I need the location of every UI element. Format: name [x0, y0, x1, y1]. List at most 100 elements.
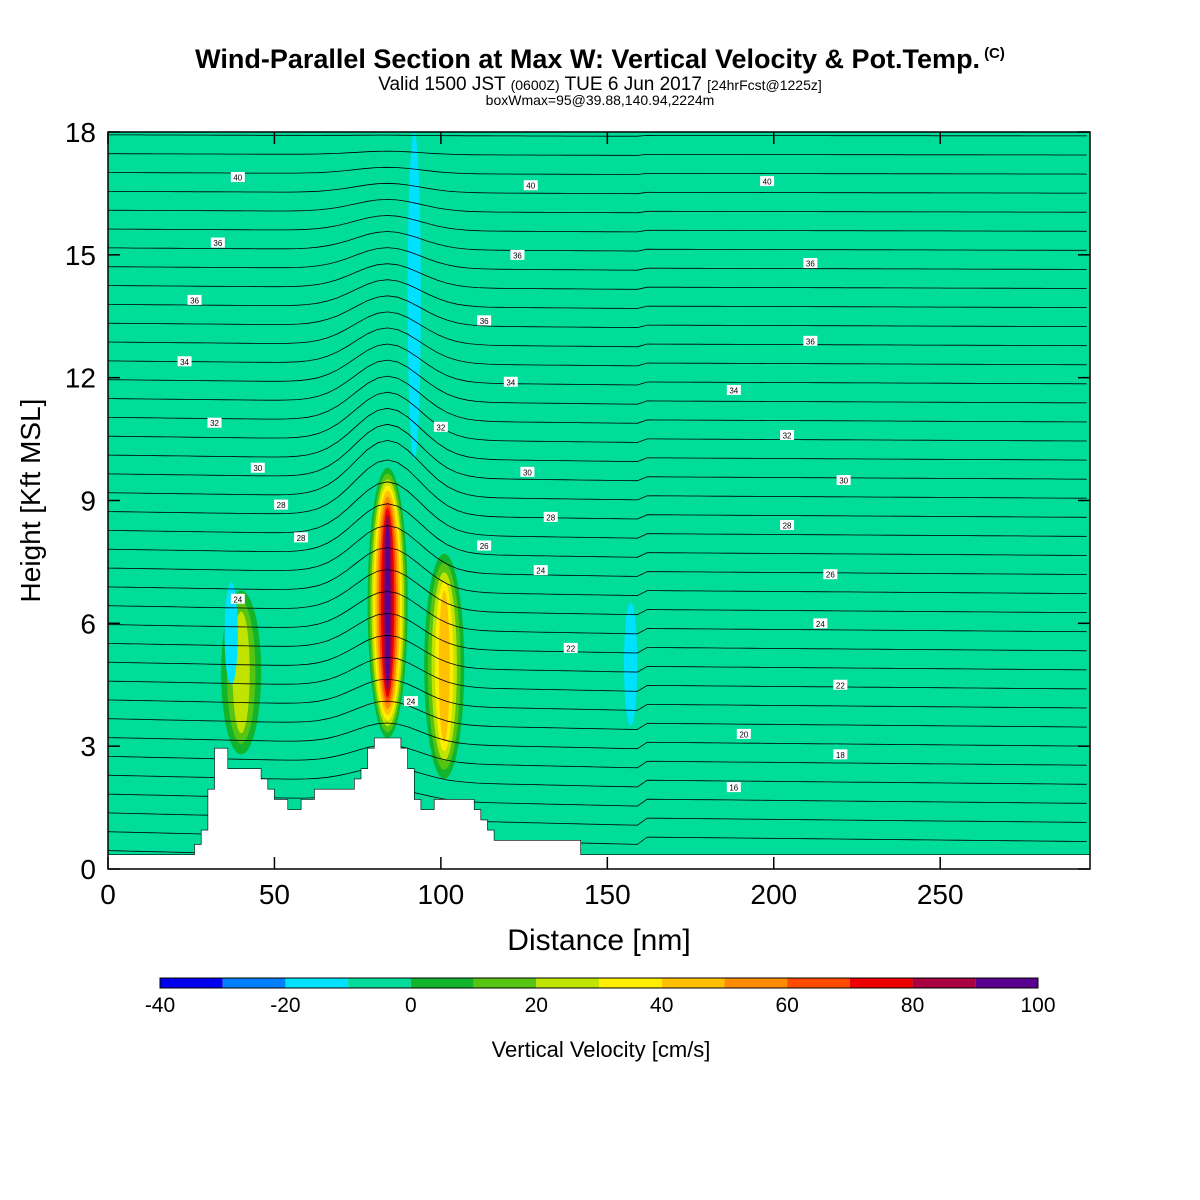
colorbar-tick-label: 0 [405, 994, 417, 1017]
isentrope-label-bg [477, 315, 492, 326]
downdraft-contour [623, 602, 638, 726]
isentrope-line [108, 182, 1087, 195]
isentrope-line [108, 359, 1087, 405]
colorbar-bin [661, 978, 725, 988]
isentrope-label: 36 [513, 251, 522, 260]
isentrope-line [108, 279, 1087, 309]
isentrope-label-bg [803, 335, 818, 346]
isentrope-label: 24 [536, 567, 545, 576]
colorbar: -40 -20 0 20 40 60 80 100 Vertical Velocity [cm/… [145, 977, 1056, 1062]
chart-subtitle: Valid 1500 JST (0600Z) TUE 6 Jun 2017 [2… [378, 74, 822, 95]
y-tick-label: 3 [80, 731, 96, 762]
colorbar-bin [536, 978, 599, 988]
colorbar-label: Vertical Velocity [cm/s] [492, 1037, 711, 1062]
x-tick-label: 150 [584, 879, 631, 910]
isentrope-line [108, 198, 1087, 214]
isentrope-line [108, 439, 1087, 501]
isentrope-label-bg [726, 384, 741, 395]
isentrope-label: 20 [739, 730, 748, 739]
isentrope-label: 40 [526, 182, 535, 191]
isentrope-label-bg [833, 749, 848, 760]
isentrope-label: 34 [180, 358, 189, 367]
isentrope-line [108, 134, 1087, 137]
isentrope-label: 26 [826, 571, 835, 580]
y-tick-label: 15 [65, 240, 96, 271]
isentrope-label: 22 [836, 681, 845, 690]
isentrope-line [108, 231, 1087, 252]
isentrope-line [108, 656, 1087, 692]
colorbar-bin [222, 978, 286, 988]
isentrope-label: 32 [436, 423, 445, 432]
isentrope-label-bg [510, 249, 525, 260]
background-field [108, 132, 1090, 869]
isentrope-line [108, 247, 1087, 271]
colorbar-tick-label: -40 [145, 994, 175, 1017]
isentrope-label: 30 [523, 468, 532, 477]
isentrope-label: 32 [210, 419, 219, 428]
isentrope-label-bg [230, 593, 245, 604]
isentrope-label: 28 [277, 501, 286, 510]
isentrope-label-bg [780, 429, 795, 440]
isentrope-label: 36 [480, 317, 489, 326]
chart-box-info: boxWmax=95@39.88,140.94,2224m [485, 92, 715, 108]
isentrope-line [108, 722, 1087, 750]
y-tick-label: 9 [80, 486, 96, 517]
isentrope-label-bg [523, 180, 538, 191]
isentrope-label-bg [294, 532, 309, 543]
isentrope-label-bg [230, 172, 245, 183]
colorbar-bin [410, 978, 474, 988]
colorbar-bin [724, 978, 788, 988]
isentrope-label: 36 [190, 296, 199, 305]
isentrope-label-bg [210, 237, 225, 248]
isentrope-line [108, 590, 1087, 635]
x-tick-label: 250 [917, 879, 964, 910]
isentrope-label: 24 [816, 620, 825, 629]
isentrope-label-bg [780, 520, 795, 531]
y-tick-label: 12 [65, 363, 96, 394]
isentrope-label: 28 [546, 513, 555, 522]
isentrope-line [108, 166, 1087, 175]
isentrope-label-bg [433, 421, 448, 432]
isentrope-label: 24 [406, 698, 415, 707]
colorbar-bin [849, 978, 913, 988]
isentrope-label-bg [503, 376, 518, 387]
isentrope-labels: 40 40 40 36 36 36 36 36 36 34 34 34 32 32 32 30 30 30 28 28… [177, 172, 851, 793]
isentrope-line [108, 263, 1087, 290]
updraft-contour [438, 590, 450, 743]
colorbar-tick-label: 100 [1020, 994, 1055, 1017]
isentrope-line [108, 700, 1087, 730]
isentrope-label-bg [274, 499, 289, 510]
y-tick-label: 6 [80, 608, 96, 639]
isentrope-label-bg [187, 294, 202, 305]
isentrope-line [108, 150, 1087, 156]
isentrope-line [108, 116, 1087, 117]
isentrope-line [108, 327, 1087, 367]
isentrope-label-bg [803, 258, 818, 269]
isentrope-label-bg [477, 540, 492, 551]
colorbar-tick-label: 80 [901, 994, 924, 1017]
isentrope-label-bg [726, 782, 741, 793]
isentrope-label-bg [813, 618, 828, 629]
colorbar-bin [160, 978, 223, 988]
isentrope-label: 34 [729, 386, 738, 395]
chart-title: Wind-Parallel Section at Max W: Vertical… [195, 44, 1005, 74]
isentrope-line [108, 295, 1087, 329]
isentrope-label-bg [403, 696, 418, 707]
plot-area: 40 40 40 36 36 36 36 36 36 34 34 34 32 32 32 30 30 30 28 28… [108, 116, 1090, 869]
x-tick-label: 200 [750, 879, 797, 910]
x-tick-label: 50 [259, 879, 290, 910]
colorbar-bin [599, 978, 662, 988]
colorbar-tick-label: 20 [525, 994, 548, 1017]
isentrope-label: 34 [506, 378, 515, 387]
updraft-core-2 [424, 553, 465, 779]
terrain [108, 737, 1090, 869]
y-axis-label: Height [Kft MSL] [15, 399, 46, 603]
isentrope-label-bg [533, 565, 548, 576]
y-tick-label: 18 [65, 117, 96, 148]
isentrope-label-bg [760, 176, 775, 187]
isentrope-line [108, 215, 1087, 233]
colorbar-tick-label: 40 [650, 994, 673, 1017]
downdraft-contour [407, 132, 421, 460]
isentrope-line [108, 423, 1087, 482]
